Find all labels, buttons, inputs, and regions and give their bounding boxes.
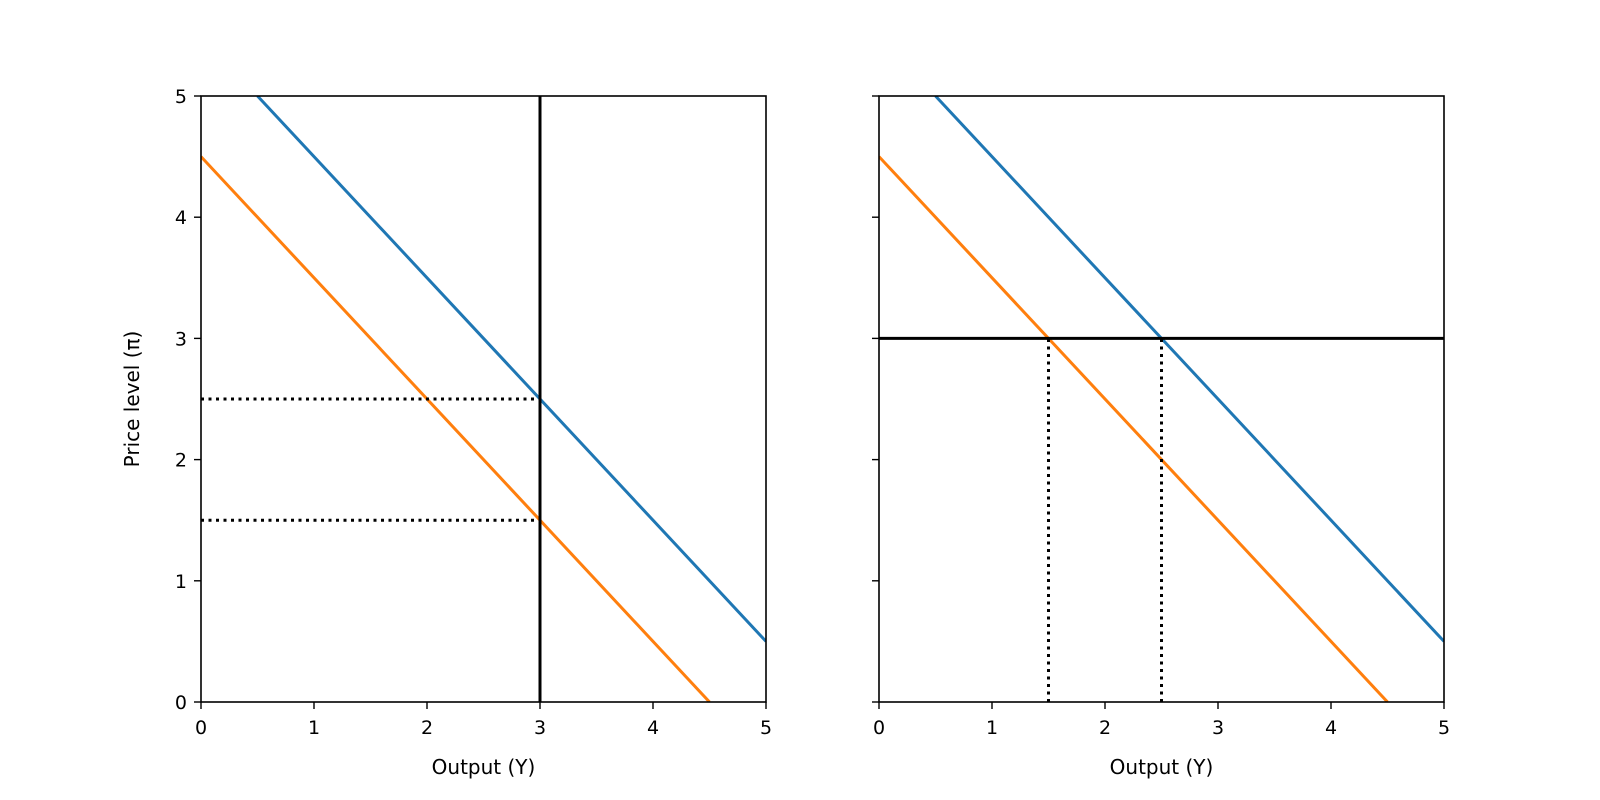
chart-panel-1: 0 1 2 3 4 5 0 1 2 3 4 5 Output (Y) Price level (π) [120,86,772,779]
y-tick-label: 4 [175,207,187,229]
x-tick-label: 4 [1325,717,1337,739]
x-axis-label: Output (Y) [1110,755,1214,779]
x-tick-label: 0 [873,717,885,739]
x-tick-label: 0 [195,717,207,739]
y-axis-label: Price level (π) [120,331,144,468]
x-tick-label: 2 [1099,717,1111,739]
y-tick-label: 3 [175,328,187,350]
y-tick-label: 0 [175,692,187,714]
x-tick-label: 3 [1212,717,1224,739]
y-tick-label: 1 [175,571,187,593]
x-tick-label: 4 [647,717,659,739]
x-tick-label: 1 [308,717,320,739]
series-line-2 [201,155,711,702]
series-line-1 [934,96,1444,643]
x-tick-label: 1 [986,717,998,739]
series-line-1 [256,96,766,643]
axes-frame [878,95,1445,703]
series-line-2 [879,155,1389,702]
x-tick-label: 3 [534,717,546,739]
axes-frame [200,95,767,703]
chart-panel-2: 0 1 2 3 4 5 Output (Y) [872,95,1450,779]
x-tick-label: 5 [1438,717,1450,739]
x-tick-label: 2 [421,717,433,739]
y-tick-label: 5 [175,86,187,108]
y-tick-label: 2 [175,450,187,472]
x-axis-label: Output (Y) [432,755,536,779]
x-tick-label: 5 [760,717,772,739]
